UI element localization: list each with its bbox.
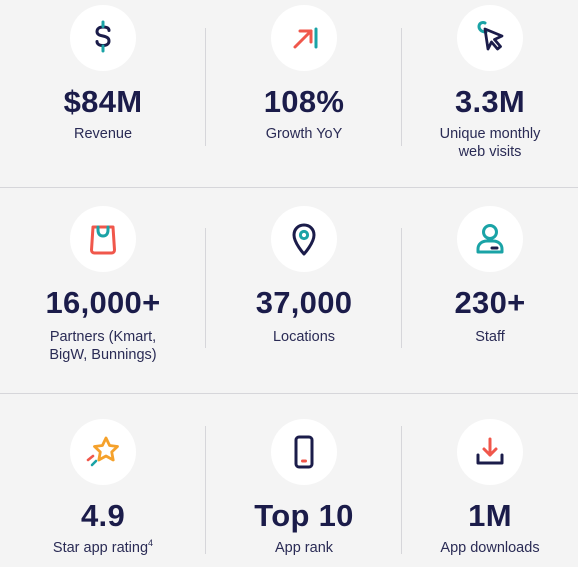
stat-label: Staff <box>475 329 505 345</box>
stat-label: Growth YoY <box>265 126 343 142</box>
stat-staff: 230+ Staff <box>402 188 578 393</box>
stat-app-rank: Top 10 App rank <box>206 394 402 567</box>
cursor-click-icon <box>477 20 504 51</box>
pin-icon-circle <box>271 206 337 272</box>
stat-value: 4.9 <box>81 498 125 533</box>
growth-arrow-icon <box>293 27 318 49</box>
phone-icon-circle <box>271 419 337 485</box>
divider <box>205 228 206 348</box>
dollar-icon <box>95 20 111 53</box>
divider <box>205 426 206 554</box>
stat-value: Top 10 <box>254 498 354 533</box>
smartphone-icon <box>294 435 314 469</box>
location-pin-icon <box>292 223 316 256</box>
stat-label: Locations <box>272 329 336 345</box>
stats-row-2: 16,000+ Partners (Kmart, BigW, Bunnings)… <box>0 188 578 393</box>
stat-label-text: Star app rating <box>52 540 149 556</box>
stat-label: App downloads <box>440 540 540 556</box>
cursor-icon-circle <box>457 5 523 71</box>
stat-locations: 37,000 Locations <box>206 188 402 393</box>
stat-downloads: 1M App downloads <box>402 394 578 567</box>
stat-partners: 16,000+ Partners (Kmart, BigW, Bunnings) <box>0 188 206 393</box>
star-icon-circle <box>70 419 136 485</box>
download-icon-circle <box>457 419 523 485</box>
person-icon <box>476 224 504 254</box>
stats-row-3: 4.9 Star app rating4 Top 10 App rank <box>0 394 578 567</box>
divider <box>401 28 402 146</box>
download-icon <box>476 437 504 465</box>
stat-value: $84M <box>63 84 143 119</box>
stat-value: 230+ <box>454 285 526 320</box>
growth-icon-circle <box>271 5 337 71</box>
divider <box>401 228 402 348</box>
stat-value: 3.3M <box>454 84 526 119</box>
stat-label: Star app rating4 <box>53 539 153 557</box>
person-icon-circle <box>457 206 523 272</box>
stat-growth: 108% Growth YoY <box>206 0 402 187</box>
stat-value: 16,000+ <box>45 285 161 320</box>
stat-revenue: $84M Revenue <box>0 0 206 187</box>
stat-value: 37,000 <box>255 285 353 320</box>
stat-rating: 4.9 Star app rating4 <box>0 394 206 567</box>
bag-icon-circle <box>70 206 136 272</box>
shopping-bag-icon <box>90 225 116 255</box>
star-icon <box>86 436 119 467</box>
stat-label: Revenue <box>73 126 133 142</box>
stat-label: Unique monthly web visits <box>439 126 541 160</box>
divider <box>205 28 206 146</box>
stat-web-visits: 3.3M Unique monthly web visits <box>402 0 578 187</box>
stats-row-1: $84M Revenue 108% Growth YoY <box>0 0 578 187</box>
stat-value: 1M <box>468 498 512 533</box>
footnote-marker: 4 <box>148 538 154 549</box>
dollar-icon-circle <box>70 5 136 71</box>
row-divider <box>0 393 578 394</box>
stat-label: Partners (Kmart, BigW, Bunnings) <box>49 329 157 363</box>
row-divider <box>0 187 578 188</box>
stat-label: App rank <box>274 540 334 556</box>
divider <box>401 426 402 554</box>
stat-value: 108% <box>263 84 345 119</box>
